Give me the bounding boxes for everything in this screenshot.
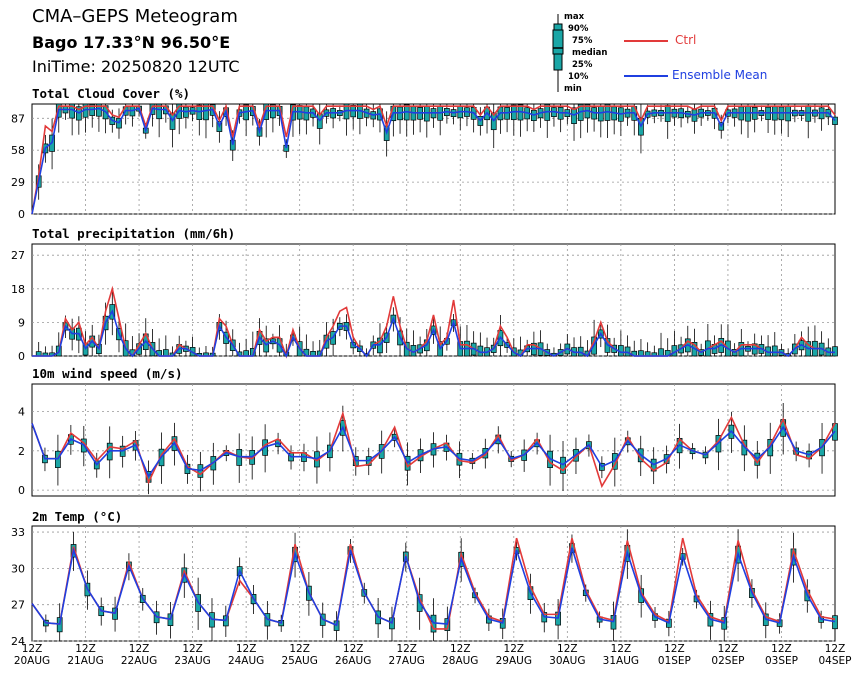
box-iqr <box>156 103 162 120</box>
ctrl-series-line <box>31 103 836 215</box>
x-tick-hour: 12Z <box>504 643 525 655</box>
legend-p90: 90% <box>568 24 589 34</box>
y-tick-label: 0 <box>18 208 25 221</box>
box-iqr <box>658 348 664 357</box>
legend-p25: 25% <box>572 60 593 70</box>
x-tick-date: 25AUG <box>281 655 317 667</box>
legend-p10: 10% <box>568 72 589 82</box>
y-tick-label: 0 <box>18 484 25 497</box>
x-tick-date: 28AUG <box>442 655 478 667</box>
y-tick-label: 27 <box>11 599 25 612</box>
x-tick-date: 29AUG <box>496 655 532 667</box>
legend-p75: 75% <box>572 36 593 46</box>
location-label: Bago 17.33°N 96.50°E <box>32 33 231 52</box>
ctrl-legend-label: Ctrl <box>675 33 697 47</box>
boxplot-legend-icon <box>552 14 564 92</box>
mean-series-line <box>31 547 836 627</box>
y-tick-label: 9 <box>18 316 25 329</box>
x-tick-date: 31AUG <box>603 655 639 667</box>
box-iqr <box>771 345 778 357</box>
x-tick-date: 26AUG <box>335 655 371 667</box>
x-tick-hour: 12Z <box>611 643 632 655</box>
x-tick-date: 04SEP <box>819 655 852 667</box>
x-tick-hour: 12Z <box>718 643 739 655</box>
x-tick-date: 03SEP <box>765 655 798 667</box>
x-tick-hour: 12Z <box>129 643 150 655</box>
panel-title-temp: 2m Temp (°C) <box>32 509 123 524</box>
box-iqr <box>229 139 236 151</box>
panel-title-wind: 10m wind speed (m/s) <box>32 366 183 381</box>
mean-series-line <box>32 309 835 358</box>
legend-max: max <box>564 12 585 22</box>
y-tick-label: 24 <box>11 635 25 648</box>
y-tick-label: 87 <box>11 112 25 125</box>
x-tick-hour: 12Z <box>289 643 310 655</box>
x-tick-date: 21AUG <box>67 655 103 667</box>
x-tick-date: 27AUG <box>389 655 425 667</box>
x-tick-date: 23AUG <box>174 655 210 667</box>
x-tick-date: 02SEP <box>711 655 744 667</box>
y-tick-label: 30 <box>11 562 25 575</box>
y-tick-label: 58 <box>11 144 25 157</box>
x-tick-hour: 12Z <box>396 643 417 655</box>
legend-lines <box>624 40 668 77</box>
x-tick-date: 24AUG <box>228 655 264 667</box>
x-tick-hour: 12Z <box>664 643 685 655</box>
x-tick-hour: 12Z <box>182 643 203 655</box>
legend-min: min <box>564 84 582 94</box>
x-tick-hour: 12Z <box>22 643 43 655</box>
y-tick-label: 18 <box>11 283 25 296</box>
box-iqr <box>203 103 209 121</box>
x-tick-hour: 12Z <box>450 643 471 655</box>
init-time-label: IniTime: 20250820 12UTC <box>32 57 240 76</box>
legend-median: median <box>572 48 608 58</box>
x-tick-hour: 12Z <box>557 643 578 655</box>
y-tick-label: 2 <box>18 445 25 458</box>
box-iqr <box>243 350 249 357</box>
mean-series-line <box>31 107 836 215</box>
box-iqr <box>162 349 169 357</box>
y-tick-label: 4 <box>18 406 25 419</box>
x-tick-hour: 12Z <box>75 643 96 655</box>
x-tick-date: 22AUG <box>121 655 157 667</box>
x-tick-hour: 12Z <box>771 643 792 655</box>
y-tick-label: 0 <box>18 350 25 363</box>
box-iqr <box>832 615 838 630</box>
x-tick-hour: 12Z <box>825 643 846 655</box>
x-tick-date: 20AUG <box>14 655 50 667</box>
x-tick-date: 30AUG <box>549 655 585 667</box>
y-tick-label: 29 <box>11 176 25 189</box>
panel-title-precip: Total precipitation (mm/6h) <box>32 226 236 241</box>
box-iqr <box>832 346 838 357</box>
box-iqr <box>832 116 838 125</box>
x-tick-date: 01SEP <box>658 655 691 667</box>
y-tick-label: 33 <box>11 526 25 539</box>
panel-title-cloud: Total Cloud Cover (%) <box>32 86 191 101</box>
x-tick-hour: 12Z <box>236 643 257 655</box>
y-tick-label: 27 <box>11 249 25 262</box>
legend: max 90% 75% median 25% 10% min <box>548 8 658 98</box>
x-tick-hour: 12Z <box>343 643 364 655</box>
chart-title: CMA–GEPS Meteogram <box>32 6 238 27</box>
mean-legend-label: Ensemble Mean <box>672 68 768 82</box>
mean-series-line <box>31 423 836 479</box>
